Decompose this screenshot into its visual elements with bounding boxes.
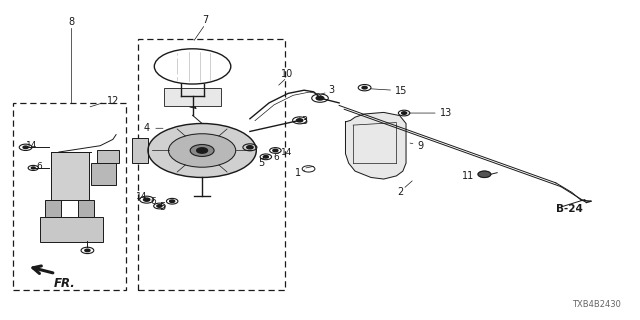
Circle shape	[168, 134, 236, 167]
Circle shape	[316, 96, 324, 100]
Bar	[164, 88, 221, 106]
Text: 13: 13	[440, 108, 452, 118]
Polygon shape	[346, 112, 406, 179]
Text: 5: 5	[159, 202, 165, 212]
Circle shape	[401, 112, 406, 114]
Text: 14: 14	[136, 192, 147, 201]
Circle shape	[296, 119, 303, 122]
Text: 3: 3	[301, 116, 308, 126]
Text: 9: 9	[418, 141, 424, 151]
Text: 3: 3	[328, 85, 335, 95]
Bar	[132, 138, 148, 163]
Text: 14: 14	[26, 141, 38, 150]
Text: B-24: B-24	[556, 204, 582, 214]
Circle shape	[31, 167, 35, 169]
Circle shape	[273, 149, 278, 152]
Circle shape	[23, 146, 28, 148]
Text: 6: 6	[150, 197, 156, 206]
Text: B-25-20: B-25-20	[164, 93, 206, 103]
Text: 5: 5	[259, 158, 264, 168]
Text: 15: 15	[395, 86, 408, 96]
Circle shape	[246, 146, 253, 149]
Text: 10: 10	[281, 69, 293, 79]
Bar	[78, 200, 94, 217]
Circle shape	[362, 86, 367, 89]
Text: 14: 14	[281, 148, 292, 156]
Circle shape	[143, 198, 150, 201]
Text: TXB4B2430: TXB4B2430	[572, 300, 621, 309]
Circle shape	[196, 148, 207, 153]
Text: 6: 6	[274, 153, 280, 162]
Circle shape	[157, 205, 162, 207]
Bar	[13, 103, 125, 290]
Bar	[91, 163, 116, 185]
Text: 5: 5	[137, 154, 143, 164]
Text: 7: 7	[202, 15, 209, 25]
Circle shape	[148, 124, 256, 178]
Circle shape	[85, 249, 90, 252]
Bar	[40, 217, 103, 243]
Bar	[45, 200, 61, 217]
Text: 6: 6	[36, 163, 42, 172]
Text: 12: 12	[107, 96, 119, 106]
Text: 11: 11	[462, 172, 474, 181]
Bar	[97, 150, 119, 163]
Text: 1: 1	[294, 168, 301, 178]
Circle shape	[263, 156, 268, 158]
Text: FR.: FR.	[54, 277, 76, 290]
Text: 8: 8	[68, 17, 74, 27]
Text: 4: 4	[143, 123, 150, 133]
Bar	[51, 152, 90, 200]
Ellipse shape	[154, 49, 231, 84]
Circle shape	[190, 145, 214, 156]
Bar	[138, 39, 285, 290]
Circle shape	[170, 200, 175, 203]
Circle shape	[478, 171, 491, 178]
Text: 2: 2	[397, 187, 403, 197]
